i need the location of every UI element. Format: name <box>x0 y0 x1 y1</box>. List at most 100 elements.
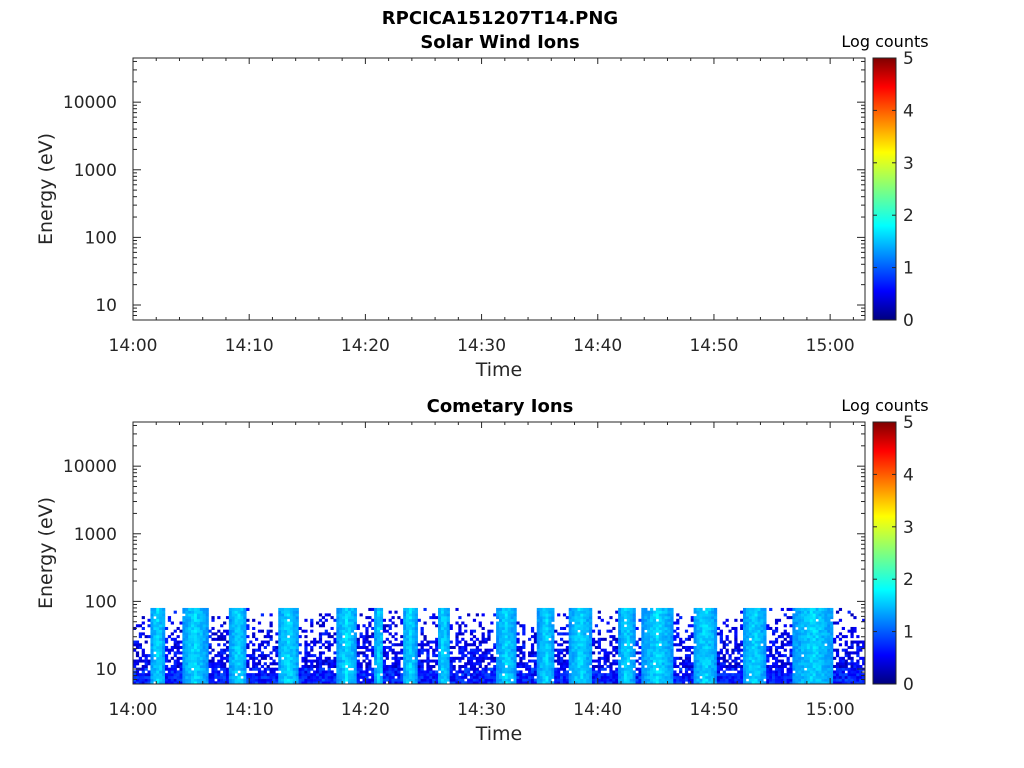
heatmap-cell <box>644 648 648 652</box>
heatmap-cell <box>243 616 247 620</box>
heatmap-cell <box>385 651 389 655</box>
heatmap-cell <box>446 607 450 611</box>
heatmap-cell <box>150 618 154 622</box>
heatmap-cell <box>339 621 343 625</box>
heatmap-cell <box>478 678 482 682</box>
heatmap-cell <box>496 643 500 647</box>
heatmap-cell <box>432 621 436 625</box>
heatmap-cell <box>286 648 291 652</box>
heatmap-cell <box>199 651 204 655</box>
heatmap-cell <box>153 618 157 622</box>
heatmap-cell <box>606 621 610 625</box>
heatmap-cell <box>339 645 343 649</box>
heatmap-cell <box>623 670 628 674</box>
heatmap-cell <box>682 645 686 649</box>
heatmap-cell <box>438 673 442 677</box>
heatmap-cell <box>536 662 540 666</box>
heatmap-cell <box>661 643 665 647</box>
heatmap-cell <box>577 618 581 622</box>
heatmap-cell <box>220 673 224 677</box>
heatmap-cell <box>557 613 561 617</box>
heatmap-cell <box>231 645 235 649</box>
heatmap-cell <box>490 656 494 660</box>
heatmap-cell <box>705 635 709 639</box>
heatmap-cell <box>548 645 552 649</box>
heatmap-cell <box>461 656 465 660</box>
heatmap-cell <box>690 670 694 674</box>
heatmap-cell <box>269 681 273 684</box>
heatmap-cell <box>562 626 567 630</box>
heatmap-cell <box>284 610 288 614</box>
heatmap-cell <box>516 664 520 669</box>
heatmap-cell <box>144 635 148 639</box>
heatmap-cell <box>403 643 407 647</box>
heatmap-cell <box>530 643 535 647</box>
heatmap-cell <box>170 675 174 679</box>
heatmap-cell <box>690 662 694 666</box>
heatmap-cell <box>667 654 671 658</box>
heatmap-cell <box>461 651 465 655</box>
heatmap-cell <box>475 648 479 652</box>
heatmap-cell <box>275 673 279 677</box>
heatmap-cell <box>196 613 201 617</box>
heatmap-cell <box>440 607 445 611</box>
heatmap-cell <box>667 656 671 660</box>
heatmap-cell <box>292 656 296 660</box>
heatmap-cell <box>815 667 819 671</box>
heatmap-cell <box>301 664 305 669</box>
heatmap-cell <box>551 645 555 649</box>
heatmap-cell <box>240 664 244 669</box>
heatmap-cell <box>623 635 628 639</box>
heatmap-cell <box>225 667 230 671</box>
heatmap-cell <box>751 607 755 611</box>
heatmap-cell <box>801 662 805 666</box>
heatmap-cell <box>211 616 215 620</box>
heatmap-cell <box>580 662 584 666</box>
heatmap-cell <box>196 626 201 630</box>
heatmap-cell <box>647 616 651 620</box>
heatmap-cell <box>435 654 439 658</box>
heatmap-cell <box>359 645 363 649</box>
heatmap-cell <box>173 675 177 679</box>
heatmap-cell <box>751 621 755 625</box>
heatmap-cell <box>542 678 546 682</box>
heatmap-cell <box>374 667 378 671</box>
heatmap-cell <box>772 664 776 669</box>
heatmap-cell <box>202 621 206 625</box>
heatmap-cell <box>737 645 741 649</box>
heatmap-cell <box>426 651 430 655</box>
heatmap-cell <box>353 656 357 660</box>
heatmap-cell <box>612 626 616 630</box>
heatmap-cell <box>185 613 189 617</box>
heatmap-cell <box>804 629 808 633</box>
heatmap-cell <box>162 643 166 647</box>
heatmap-cell <box>391 675 395 679</box>
heatmap-cell <box>228 645 233 649</box>
heatmap-cell <box>769 673 773 677</box>
heatmap-cell <box>533 651 538 655</box>
heatmap-cell <box>292 681 296 684</box>
heatmap-cell <box>589 656 593 660</box>
heatmap-cell <box>231 648 235 652</box>
heatmap-cell <box>138 673 143 677</box>
heatmap-cell <box>377 610 381 614</box>
heatmap-cell <box>286 654 291 658</box>
heatmap-cell <box>286 643 291 647</box>
heatmap-cell <box>377 626 381 630</box>
heatmap-cell <box>196 675 201 679</box>
heatmap-cell <box>705 648 709 652</box>
heatmap-cell <box>452 659 456 663</box>
heatmap-cell <box>557 651 561 655</box>
heatmap-cell <box>623 675 628 679</box>
heatmap-cell <box>275 640 279 644</box>
heatmap-cell <box>801 624 805 628</box>
heatmap-cell <box>618 662 622 666</box>
heatmap-cell <box>560 662 564 666</box>
heatmap-cell <box>342 673 346 677</box>
heatmap-cell <box>661 621 665 625</box>
heatmap-cell <box>374 629 378 633</box>
heatmap-cell <box>272 659 276 663</box>
heatmap-cell <box>377 643 381 647</box>
heatmap-cell <box>557 643 561 647</box>
heatmap-cell <box>257 629 262 633</box>
